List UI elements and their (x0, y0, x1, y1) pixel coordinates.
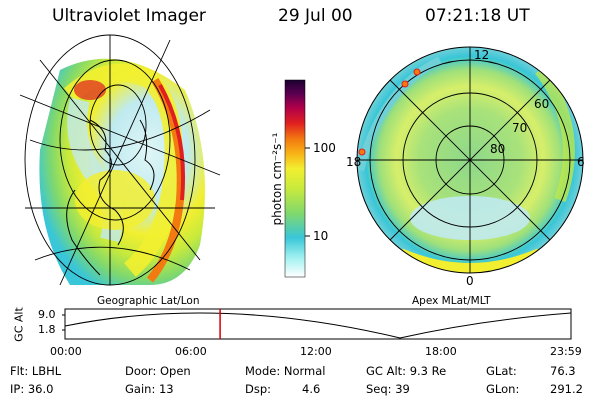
status-glat-label: GLat: (486, 364, 517, 378)
mlt-label-0: 0 (466, 274, 474, 288)
status-glon-value: 291.2 (550, 382, 583, 396)
instrument-title: Ultraviolet Imager (52, 6, 206, 26)
geographic-graticule (19, 34, 221, 286)
mlt-label-18: 18 (346, 155, 362, 169)
colorbar (284, 79, 306, 278)
timeline-xtick-2359: 23:59 (550, 345, 582, 358)
colorbar-tick-10: 10 (313, 229, 329, 243)
status-gain: Gain: 13 (125, 382, 174, 396)
mlat-label-70: 70 (512, 121, 528, 135)
mlat-label-60: 60 (534, 97, 550, 111)
geographic-caption: Geographic Lat/Lon (97, 295, 200, 307)
altitude-timeline (62, 308, 572, 340)
colorbar-tick-100: 100 (313, 141, 336, 155)
mlat-label-80: 80 (490, 142, 506, 156)
mlt-label-6: 6 (577, 155, 585, 169)
spacecraft-markers (358, 68, 421, 156)
status-glat-value: 76.3 (550, 364, 576, 378)
status-glon-label: GLon: (486, 382, 520, 396)
status-dsp-value: 4.6 (302, 382, 321, 396)
timeline-xtick-1200: 12:00 (300, 345, 332, 358)
polar-image (356, 46, 584, 274)
status-dsp-label: Dsp: (245, 382, 272, 396)
status-filter: Flt: LBHL (10, 364, 62, 378)
polar-grid (357, 47, 583, 273)
status-door: Door: Open (125, 364, 191, 378)
mlt-label-12: 12 (474, 48, 490, 62)
timeline-ytick-1-8: 1.8 (38, 323, 56, 336)
status-gc-alt: GC Alt: 9.3 Re (366, 364, 447, 378)
timeline-ytick-9: 9.0 (38, 308, 56, 321)
timeline-xtick-0600: 06:00 (175, 345, 207, 358)
colorbar-unit-label: photon cm⁻²s⁻¹ (270, 132, 284, 226)
status-seq: Seq: 39 (366, 382, 410, 396)
timeline-xtick-1800: 18:00 (425, 345, 457, 358)
timeline-xtick-0000: 00:00 (50, 345, 82, 358)
date-label: 29 Jul 00 (278, 6, 353, 26)
status-mode: Mode: Normal (245, 364, 326, 378)
timeline-axis-label: GC Alt (12, 307, 26, 342)
status-ip: IP: 36.0 (10, 382, 54, 396)
time-label: 07:21:18 UT (425, 6, 530, 26)
apex-caption: Apex MLat/MLT (412, 295, 491, 307)
geographic-image (19, 34, 221, 286)
